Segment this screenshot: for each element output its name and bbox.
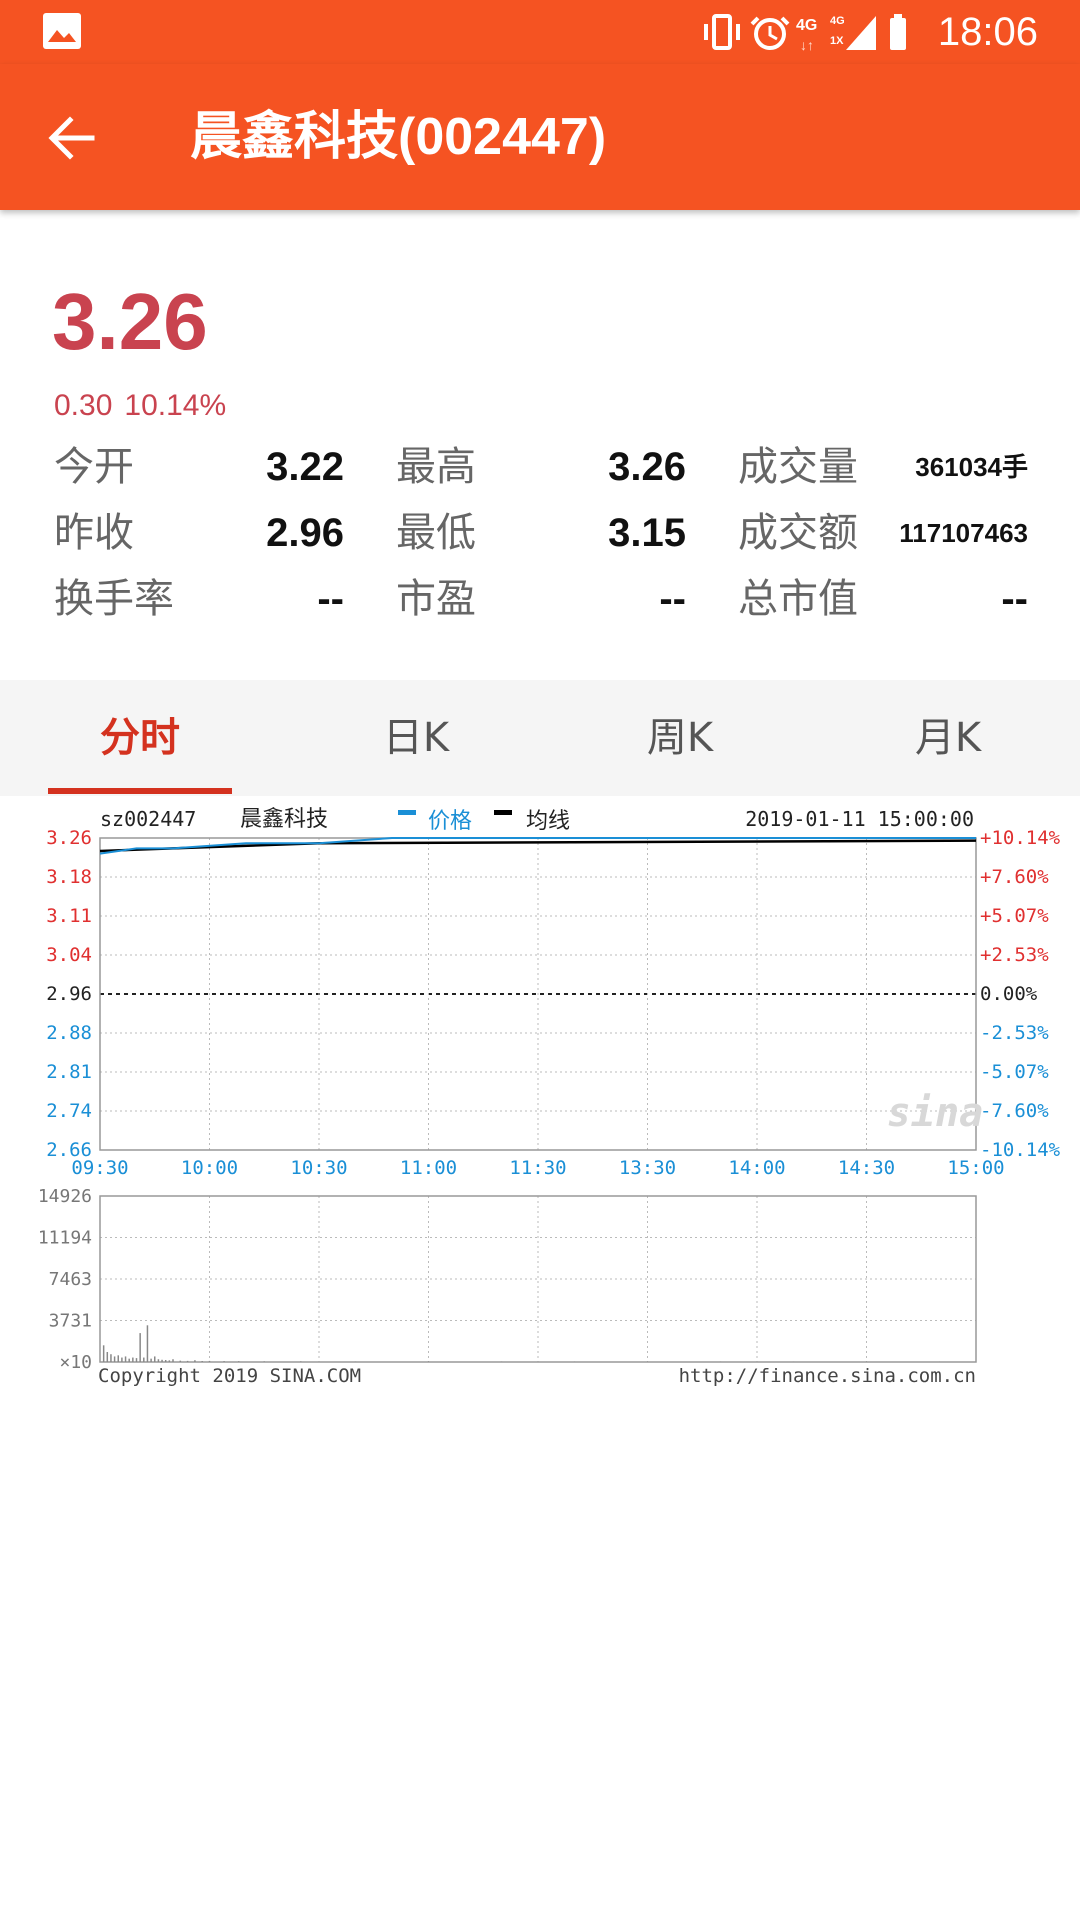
app-bar: 晨鑫科技(002447) <box>0 64 1080 210</box>
stat-value-turnover: 117107463 <box>899 518 1028 548</box>
pct-tick-label: +10.14% <box>980 827 1061 849</box>
stat-label-turnover-rate: 换手率 <box>54 576 174 622</box>
tab-weekly-k[interactable]: 周K <box>646 715 714 761</box>
status-bar: 4G ↓↑ 4G 1X 18:06 <box>0 0 1080 64</box>
stat-label-high: 最高 <box>396 444 476 490</box>
time-tick-label: 11:00 <box>400 1157 457 1179</box>
page-title: 晨鑫科技(002447) <box>190 108 607 166</box>
arrow-back-icon[interactable] <box>44 110 100 166</box>
signal-4g-icon: 4G ↓↑ 4G 1X <box>796 15 876 53</box>
price-tick-label: 2.96 <box>46 983 92 1005</box>
tab-intraday[interactable]: 分时 <box>100 715 180 761</box>
volume-tick-label: ×10 <box>59 1352 92 1373</box>
svg-text:↓↑: ↓↑ <box>800 37 814 53</box>
tab-monthly-k[interactable]: 月K <box>914 715 982 761</box>
price-tick-label: 2.66 <box>46 1139 92 1161</box>
time-tick-label: 10:00 <box>181 1157 238 1179</box>
price-tick-label: 3.18 <box>46 866 92 888</box>
volume-tick-label: 14926 <box>38 1186 92 1207</box>
chart-copyright: Copyright 2019 SINA.COM <box>98 1365 361 1387</box>
stat-value-pe: -- <box>659 577 686 621</box>
intraday-chart: sz002447 晨鑫科技 价格 均线 2019-01-11 15:00:00 3.26 +… <box>38 807 1061 1387</box>
svg-text:4G: 4G <box>796 17 817 34</box>
stat-value-low: 3.15 <box>608 511 686 555</box>
pct-tick-label: -5.07% <box>980 1061 1049 1083</box>
vibrate-icon <box>704 14 740 50</box>
stat-label-pe: 市盈 <box>396 576 476 622</box>
time-tick-label: 14:00 <box>728 1157 785 1179</box>
price-tick-label: 2.81 <box>46 1061 92 1083</box>
price-tick-label: 2.74 <box>46 1100 92 1122</box>
volume-panel-frame <box>99 1195 977 1363</box>
legend-avg-label: 均线 <box>526 809 570 834</box>
time-tick-label: 10:30 <box>290 1157 347 1179</box>
avg-line <box>99 839 977 853</box>
chart-tabs: 分时 日K 周K 月K <box>0 680 1080 796</box>
stat-value-turnover-rate: -- <box>317 577 344 621</box>
quote-panel: 3.26 0.30 10.14% 今开 3.22 最高 3.26 成交量 3610… <box>0 210 1080 680</box>
time-tick-label: 11:30 <box>509 1157 566 1179</box>
current-price: 3.26 <box>52 277 208 366</box>
time-tick-label: 13:30 <box>619 1157 676 1179</box>
gallery-icon <box>43 13 81 49</box>
stat-label-prev-close: 昨收 <box>54 510 134 556</box>
volume-tick-label: 11194 <box>38 1228 92 1249</box>
stat-label-market-cap: 总市值 <box>738 576 858 622</box>
pct-tick-label: -2.53% <box>980 1022 1049 1044</box>
pct-tick-label: -7.60% <box>980 1100 1049 1122</box>
stat-label-volume: 成交量 <box>738 444 858 490</box>
pct-tick-label: 0.00% <box>980 983 1038 1005</box>
stat-label-turnover: 成交额 <box>738 510 858 556</box>
price-tick-label: 3.26 <box>46 827 92 849</box>
stat-value-prev-close: 2.96 <box>266 511 344 555</box>
stat-value-market-cap: -- <box>1001 577 1028 621</box>
chart-symbol: sz002447 <box>100 807 196 831</box>
system-icons: 4G ↓↑ 4G 1X <box>704 14 906 53</box>
pct-tick-label: +5.07% <box>980 905 1049 927</box>
stat-value-open: 3.22 <box>266 445 344 489</box>
chart-source-url: http://finance.sina.com.cn <box>679 1365 976 1387</box>
svg-text:4G: 4G <box>830 15 845 27</box>
volume-tick-label: 7463 <box>49 1269 92 1290</box>
price-line <box>99 837 976 855</box>
stat-label-open: 今开 <box>54 444 134 490</box>
chart-datetime: 2019-01-11 15:00:00 <box>745 807 974 831</box>
chart-name: 晨鑫科技 <box>240 807 328 832</box>
time-tick-label: 15:00 <box>947 1157 1004 1179</box>
time-tick-label: 09:30 <box>71 1157 128 1179</box>
legend-price-label: 价格 <box>428 809 472 834</box>
change-amount: 0.30 <box>54 389 113 422</box>
price-change: 0.30 10.14% <box>54 386 226 426</box>
tab-active-indicator <box>48 788 232 794</box>
price-tick-label: 2.88 <box>46 1022 92 1044</box>
tab-daily-k[interactable]: 日K <box>382 715 450 761</box>
pct-tick-label: +7.60% <box>980 866 1049 888</box>
stat-value-high: 3.26 <box>608 445 686 489</box>
sina-watermark: sina <box>887 1090 983 1136</box>
volume-tick-label: 3731 <box>49 1311 92 1332</box>
pct-tick-label: -10.14% <box>980 1139 1061 1161</box>
stat-value-volume: 361034手 <box>915 452 1028 482</box>
legend-price-swatch <box>398 810 416 815</box>
legend-avg-swatch <box>494 810 512 815</box>
time-tick-label: 14:30 <box>838 1157 895 1179</box>
alarm-icon <box>750 16 790 50</box>
svg-text:1X: 1X <box>830 35 844 47</box>
pct-tick-label: +2.53% <box>980 944 1049 966</box>
battery-icon <box>890 14 906 50</box>
price-tick-label: 3.04 <box>46 944 92 966</box>
status-time: 18:06 <box>937 10 1038 54</box>
change-percent: 10.14% <box>124 389 227 422</box>
price-tick-label: 3.11 <box>46 905 92 927</box>
stat-label-low: 最低 <box>396 510 476 556</box>
